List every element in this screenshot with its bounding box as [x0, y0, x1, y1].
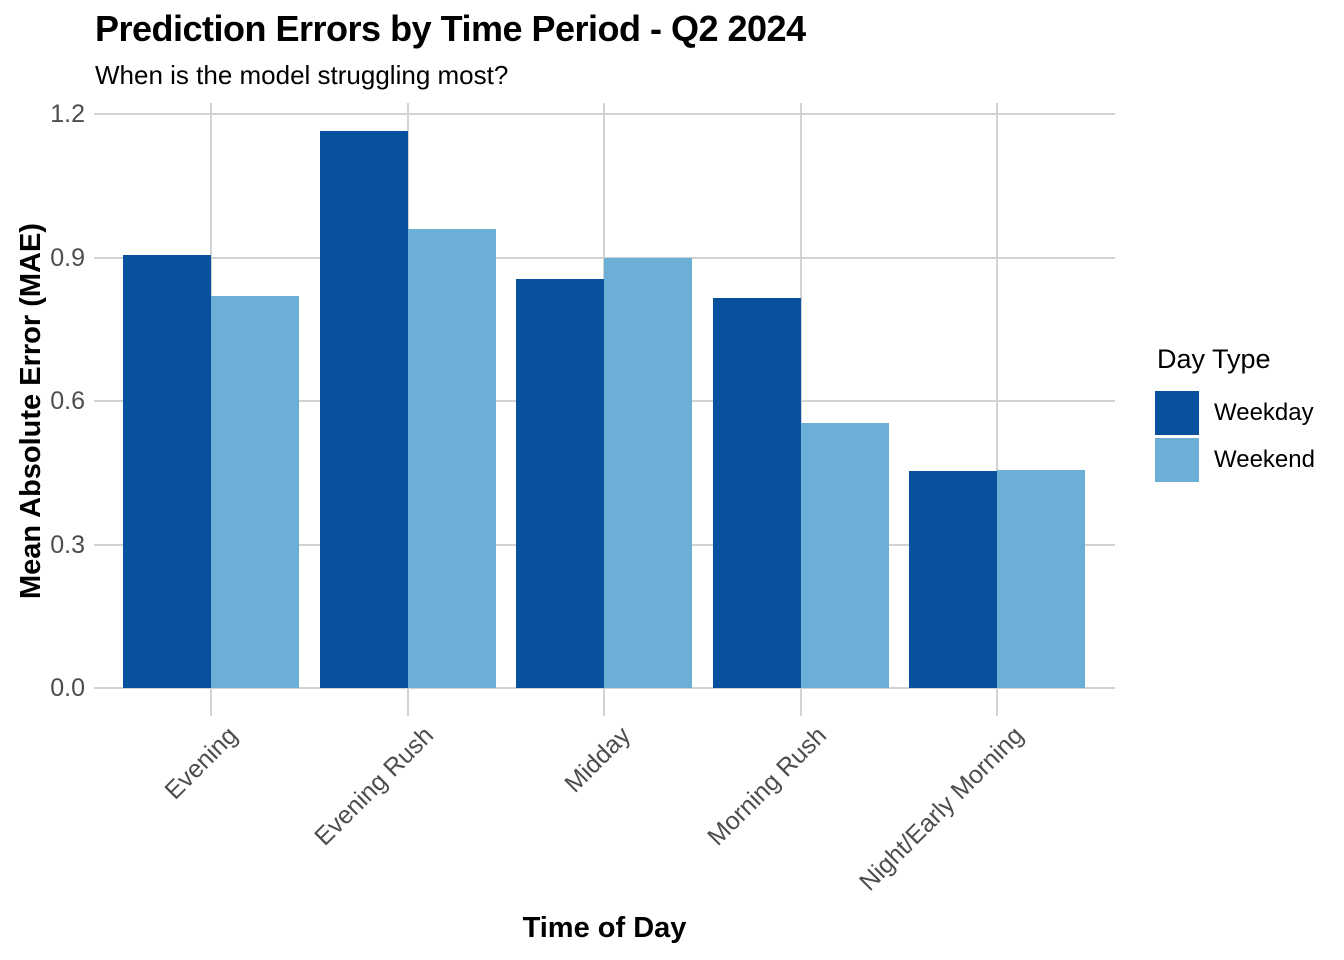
gridline-x-night-early-morning [996, 103, 999, 716]
weekend-color-swatch [1155, 438, 1199, 482]
bar-evening-rush-weekday [319, 131, 408, 688]
y-tick-label-0.0: 0.0 [50, 674, 85, 702]
y-tick-label-0.3: 0.3 [50, 530, 85, 559]
y-tick-label-0.9: 0.9 [50, 243, 85, 272]
bar-evening-weekend [211, 296, 300, 688]
legend: Day Type Weekday Weekend [1155, 344, 1315, 485]
plot-panel [93, 103, 1116, 716]
y-tick-label-0.6: 0.6 [50, 387, 85, 416]
bar-night-early-morning-weekend [997, 470, 1086, 688]
bar-evening-rush-weekend [407, 229, 496, 688]
weekday-color-swatch [1155, 391, 1199, 435]
chart-title: Prediction Errors by Time Period - Q2 20… [95, 8, 806, 49]
legend-title: Day Type [1157, 344, 1271, 374]
bar-midday-weekday [516, 279, 605, 688]
legend-label-weekday: Weekday [1214, 399, 1314, 426]
legend-label-weekend: Weekend [1214, 446, 1315, 473]
chart-subtitle: When is the model struggling most? [95, 60, 509, 90]
legend-item-weekend: Weekend [1155, 438, 1315, 482]
bar-morning-rush-weekday [712, 298, 801, 688]
gridline-x-morning-rush [799, 103, 802, 716]
legend-item-weekday: Weekday [1155, 391, 1315, 435]
y-tick-label-1.2: 1.2 [50, 100, 85, 129]
bar-evening-weekday [123, 255, 212, 688]
bar-night-early-morning-weekday [909, 470, 998, 688]
bar-midday-weekend [604, 257, 693, 688]
x-axis-title: Time of Day [522, 912, 687, 944]
bar-morning-rush-weekend [800, 422, 889, 688]
